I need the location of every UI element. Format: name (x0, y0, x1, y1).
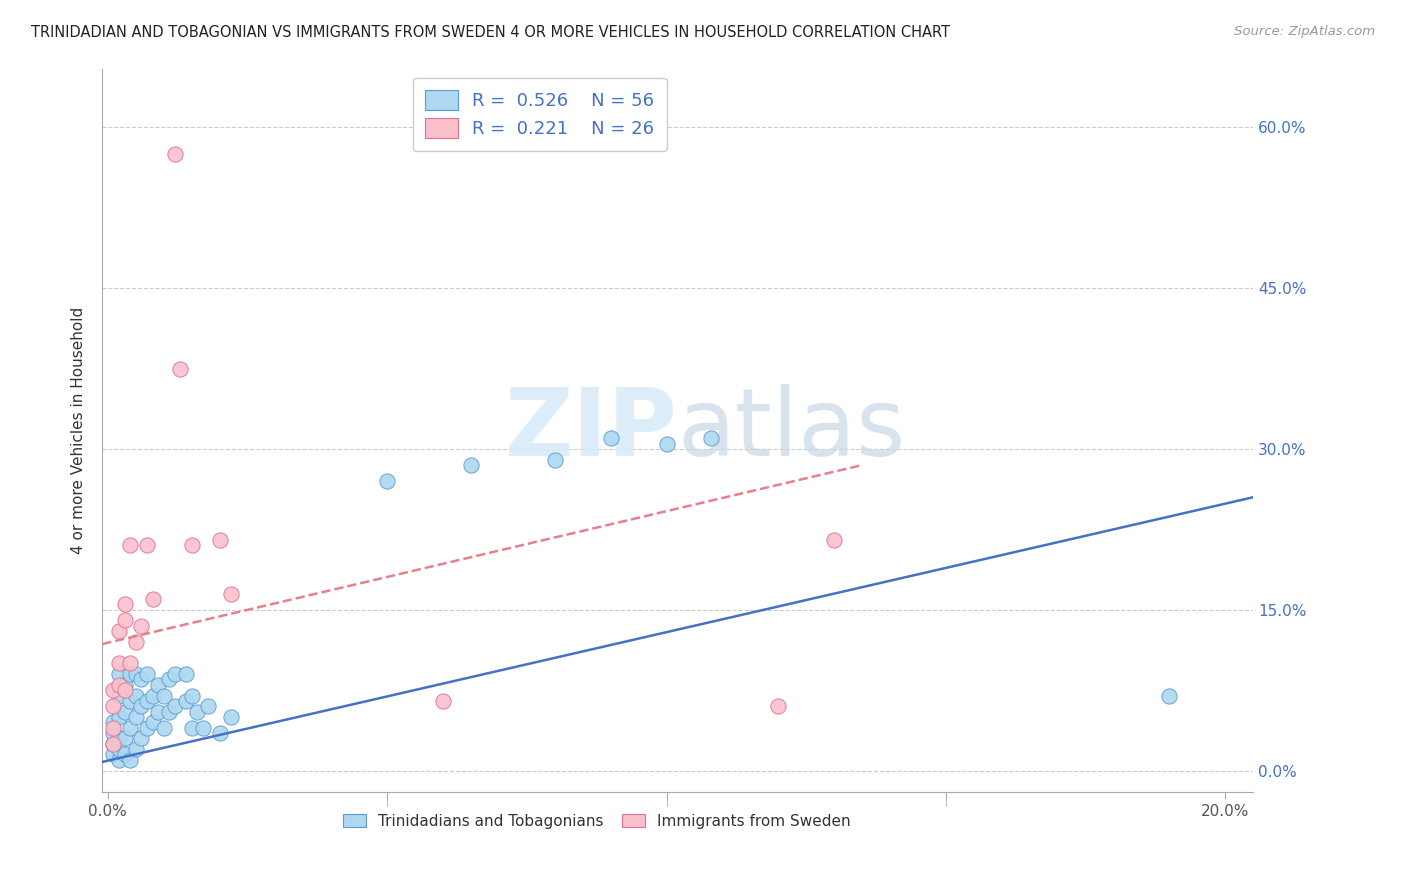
Point (120, 753, 142, 767)
Point (208, 533, 231, 547)
Point (768, 699, 790, 714)
Point (108, 731, 131, 746)
Point (114, 598, 136, 612)
Point (460, 458, 482, 472)
Point (180, 689, 202, 703)
Point (108, 689, 131, 703)
Point (174, 667, 197, 681)
Legend: Trinidadians and Tobagonians, Immigrants from Sweden: Trinidadians and Tobagonians, Immigrants… (337, 808, 858, 835)
Point (120, 657, 142, 671)
Point (163, 667, 186, 681)
Point (219, 710, 242, 724)
Point (823, 533, 845, 547)
Point (169, 361, 191, 376)
Point (108, 710, 131, 724)
Text: Source: ZipAtlas.com: Source: ZipAtlas.com (1234, 25, 1375, 38)
Point (141, 592, 163, 607)
Point (120, 721, 142, 735)
Point (131, 673, 153, 687)
Point (103, 721, 125, 735)
Point (114, 747, 136, 762)
Point (131, 699, 153, 714)
Point (108, 657, 131, 671)
Point (125, 710, 148, 724)
Point (544, 452, 567, 467)
Point (141, 689, 163, 703)
Point (208, 726, 231, 740)
Point (152, 689, 174, 703)
Point (108, 742, 131, 756)
Point (125, 635, 148, 649)
Point (120, 694, 142, 708)
Point (180, 721, 202, 735)
Text: ZIP: ZIP (505, 384, 678, 476)
Y-axis label: 4 or more Vehicles in Household: 4 or more Vehicles in Household (72, 307, 86, 554)
Point (146, 705, 169, 719)
Point (108, 753, 131, 767)
Point (131, 619, 153, 633)
Point (1159, 689, 1181, 703)
Point (135, 538, 157, 552)
Point (103, 699, 125, 714)
Point (157, 705, 180, 719)
Point (180, 538, 202, 552)
Point (135, 721, 157, 735)
Point (103, 737, 125, 751)
Point (375, 474, 398, 488)
Point (114, 614, 136, 628)
Point (174, 694, 197, 708)
Point (219, 587, 242, 601)
Point (599, 431, 621, 445)
Point (103, 726, 125, 740)
Point (191, 721, 214, 735)
Point (125, 742, 148, 756)
Point (163, 147, 186, 161)
Point (103, 747, 125, 762)
Point (157, 673, 180, 687)
Point (125, 689, 148, 703)
Point (186, 705, 208, 719)
Point (120, 538, 142, 552)
Point (125, 667, 148, 681)
Point (146, 678, 169, 692)
Point (108, 667, 131, 681)
Point (655, 436, 678, 450)
Point (152, 721, 174, 735)
Point (131, 731, 153, 746)
Point (120, 667, 142, 681)
Point (114, 683, 136, 698)
Point (700, 431, 723, 445)
Point (108, 624, 131, 639)
Point (141, 715, 163, 730)
Point (163, 699, 186, 714)
Point (108, 678, 131, 692)
Text: atlas: atlas (678, 384, 905, 476)
Point (103, 715, 125, 730)
Point (114, 731, 136, 746)
Point (432, 694, 454, 708)
Point (103, 683, 125, 698)
Point (103, 737, 125, 751)
Point (114, 705, 136, 719)
Point (135, 694, 157, 708)
Point (197, 699, 219, 714)
Point (135, 667, 157, 681)
Point (114, 678, 136, 692)
Text: TRINIDADIAN AND TOBAGONIAN VS IMMIGRANTS FROM SWEDEN 4 OR MORE VEHICLES IN HOUSE: TRINIDADIAN AND TOBAGONIAN VS IMMIGRANTS… (31, 25, 950, 40)
